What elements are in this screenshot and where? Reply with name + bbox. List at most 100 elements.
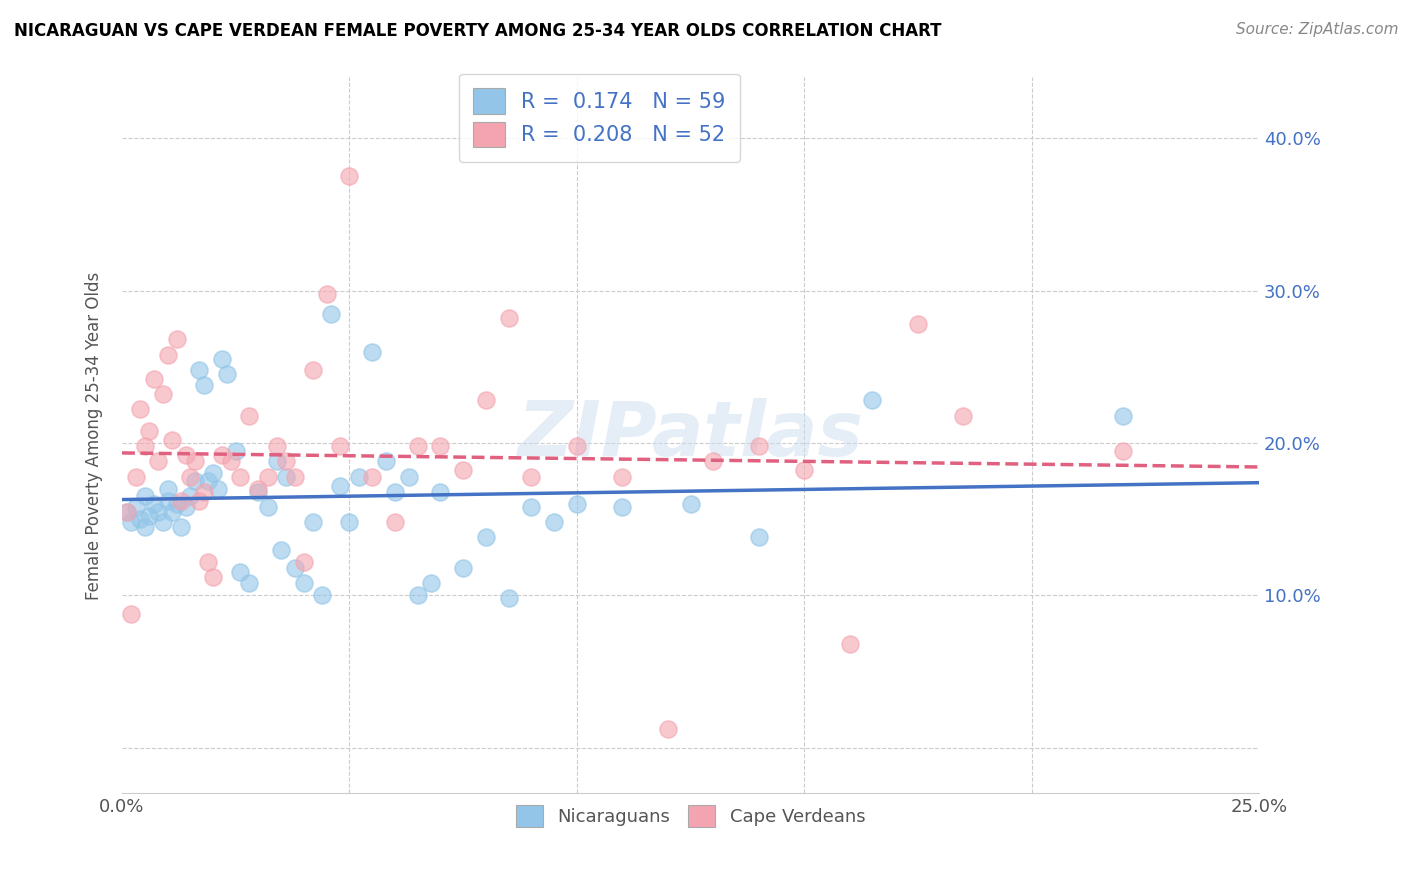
Point bbox=[748, 439, 770, 453]
Point bbox=[907, 317, 929, 331]
Point bbox=[152, 387, 174, 401]
Point bbox=[374, 454, 396, 468]
Point bbox=[129, 402, 152, 417]
Text: NICARAGUAN VS CAPE VERDEAN FEMALE POVERTY AMONG 25-34 YEAR OLDS CORRELATION CHAR: NICARAGUAN VS CAPE VERDEAN FEMALE POVERT… bbox=[14, 22, 942, 40]
Point bbox=[274, 469, 297, 483]
Point bbox=[429, 439, 451, 453]
Point bbox=[860, 393, 883, 408]
Point bbox=[170, 494, 193, 508]
Point bbox=[148, 454, 170, 468]
Point bbox=[838, 637, 860, 651]
Point bbox=[321, 306, 343, 320]
Point bbox=[125, 469, 148, 483]
Point bbox=[160, 433, 183, 447]
Point bbox=[184, 474, 207, 488]
Point bbox=[179, 469, 201, 483]
Point bbox=[284, 561, 307, 575]
Point bbox=[138, 424, 160, 438]
Point bbox=[565, 439, 588, 453]
Point bbox=[142, 497, 165, 511]
Point bbox=[274, 454, 297, 468]
Point bbox=[361, 469, 384, 483]
Point bbox=[256, 500, 278, 514]
Point bbox=[679, 497, 702, 511]
Point bbox=[1111, 443, 1133, 458]
Point bbox=[347, 469, 370, 483]
Point bbox=[292, 555, 315, 569]
Point bbox=[229, 566, 252, 580]
Point bbox=[339, 515, 361, 529]
Point bbox=[156, 494, 179, 508]
Point bbox=[229, 469, 252, 483]
Point bbox=[384, 515, 406, 529]
Point bbox=[311, 588, 333, 602]
Point bbox=[451, 463, 474, 477]
Point bbox=[219, 454, 242, 468]
Point bbox=[302, 363, 325, 377]
Point bbox=[174, 448, 197, 462]
Point bbox=[475, 393, 498, 408]
Point bbox=[247, 482, 270, 496]
Point bbox=[156, 348, 179, 362]
Point bbox=[451, 561, 474, 575]
Point bbox=[215, 368, 238, 382]
Point bbox=[120, 515, 142, 529]
Y-axis label: Female Poverty Among 25-34 Year Olds: Female Poverty Among 25-34 Year Olds bbox=[86, 271, 103, 599]
Point bbox=[201, 467, 224, 481]
Point bbox=[284, 469, 307, 483]
Point bbox=[329, 478, 352, 492]
Point bbox=[193, 484, 215, 499]
Point bbox=[197, 555, 219, 569]
Point bbox=[266, 439, 288, 453]
Point bbox=[361, 344, 384, 359]
Point bbox=[160, 504, 183, 518]
Point bbox=[134, 489, 156, 503]
Point bbox=[179, 489, 201, 503]
Point bbox=[270, 542, 292, 557]
Text: Source: ZipAtlas.com: Source: ZipAtlas.com bbox=[1236, 22, 1399, 37]
Point bbox=[138, 509, 160, 524]
Point bbox=[520, 469, 543, 483]
Point bbox=[247, 484, 270, 499]
Point bbox=[498, 311, 520, 326]
Point bbox=[406, 588, 429, 602]
Point bbox=[211, 448, 233, 462]
Point bbox=[612, 500, 634, 514]
Point bbox=[148, 504, 170, 518]
Point bbox=[197, 474, 219, 488]
Point bbox=[129, 512, 152, 526]
Point bbox=[329, 439, 352, 453]
Point bbox=[188, 494, 211, 508]
Point bbox=[657, 723, 679, 737]
Point bbox=[238, 409, 260, 423]
Point bbox=[134, 520, 156, 534]
Point bbox=[543, 515, 565, 529]
Point bbox=[211, 352, 233, 367]
Point bbox=[702, 454, 724, 468]
Point bbox=[225, 443, 247, 458]
Point bbox=[420, 576, 443, 591]
Point bbox=[339, 169, 361, 184]
Point bbox=[398, 469, 420, 483]
Point bbox=[170, 520, 193, 534]
Point bbox=[475, 531, 498, 545]
Point bbox=[120, 607, 142, 621]
Point bbox=[188, 363, 211, 377]
Point bbox=[115, 504, 138, 518]
Point bbox=[201, 570, 224, 584]
Point bbox=[166, 497, 188, 511]
Point bbox=[152, 515, 174, 529]
Point bbox=[612, 469, 634, 483]
Point bbox=[238, 576, 260, 591]
Point bbox=[302, 515, 325, 529]
Legend: Nicaraguans, Cape Verdeans: Nicaraguans, Cape Verdeans bbox=[509, 798, 873, 834]
Point bbox=[184, 454, 207, 468]
Point bbox=[115, 504, 138, 518]
Point bbox=[142, 372, 165, 386]
Point bbox=[1111, 409, 1133, 423]
Point bbox=[498, 591, 520, 606]
Point bbox=[793, 463, 815, 477]
Point bbox=[406, 439, 429, 453]
Point bbox=[384, 484, 406, 499]
Point bbox=[134, 439, 156, 453]
